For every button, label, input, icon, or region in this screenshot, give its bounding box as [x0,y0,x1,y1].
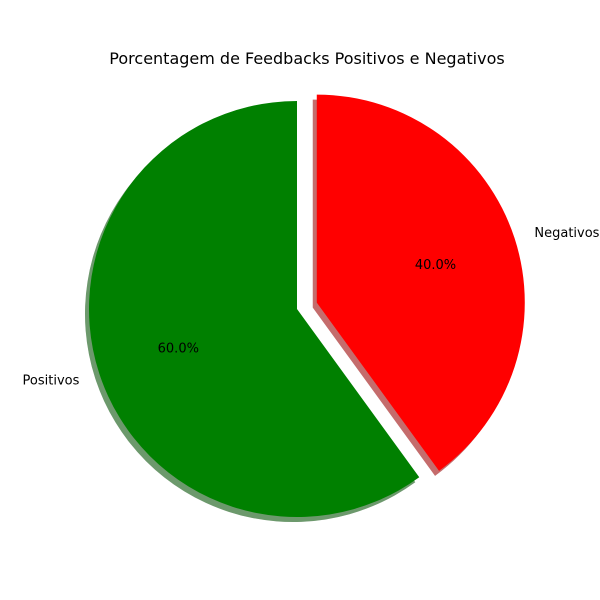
labels: Porcentagem de Feedbacks Positivos e Neg… [23,49,600,389]
slice-positivos [89,101,420,517]
chart-title: Porcentagem de Feedbacks Positivos e Neg… [109,49,504,68]
slices [89,94,525,517]
slice-label-positivos: Positivos [23,374,80,389]
slice-negativos [316,94,525,471]
slice-percent-negativos: 40.0% [415,258,456,273]
slice-label-negativos: Negativos [534,226,599,241]
slice-percent-positivos: 60.0% [158,342,199,357]
